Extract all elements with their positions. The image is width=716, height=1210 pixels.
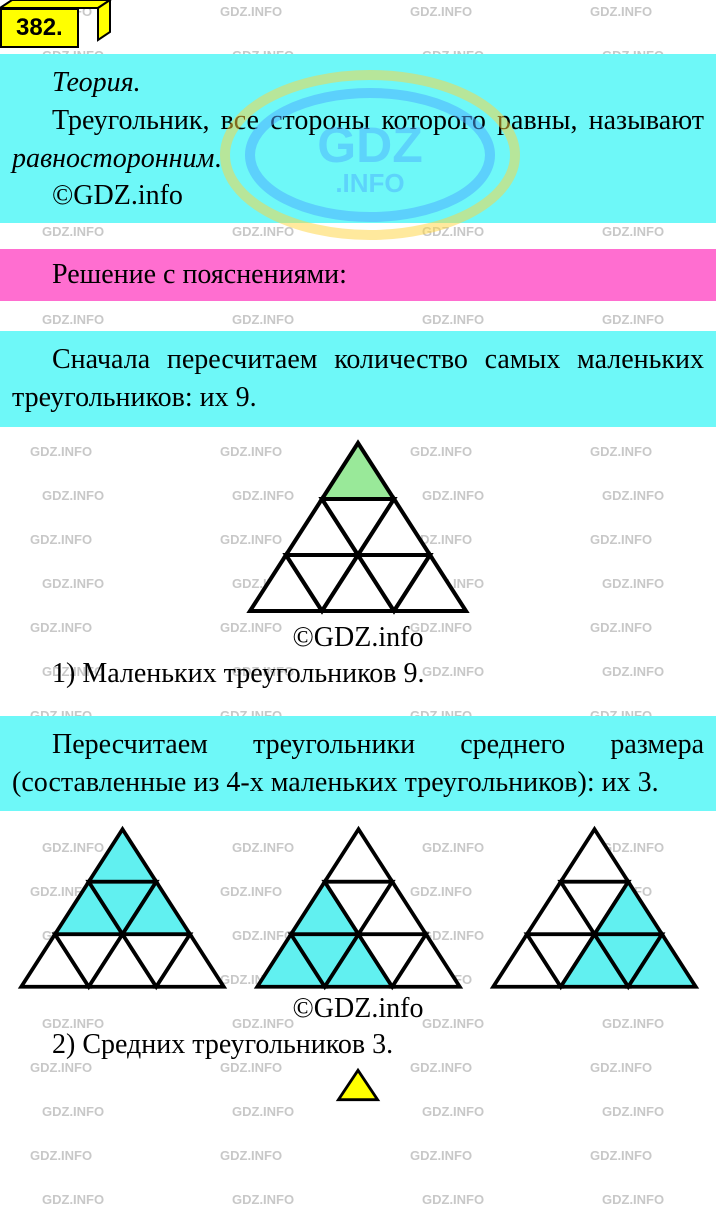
step1-box: Сначала пересчитаем количество самых мал…: [0, 331, 716, 427]
solution-heading-box: Решение с пояснениями:: [0, 249, 716, 301]
figure-1: ©GDZ.info: [0, 439, 716, 654]
logo-watermark: GDZ .INFO: [220, 70, 520, 240]
figure-1-copyright: ©GDZ.info: [0, 622, 716, 654]
triangle-small-yellow: [330, 1067, 386, 1103]
triangle-m2: [246, 825, 471, 991]
step2-box: Пересчитаем треугольники среднего размер…: [0, 716, 716, 812]
problem-number: 382.: [16, 14, 63, 41]
triangle-m1: [10, 825, 235, 991]
step1-text: Сначала пересчитаем количество самых мал…: [12, 344, 704, 413]
triangle-m3: [482, 825, 707, 991]
figure-2-row: [0, 825, 716, 991]
problem-number-badge: 382.: [0, 8, 79, 48]
svg-text:GDZ: GDZ: [317, 117, 423, 173]
list-item-2: 2) Средних треугольников 3.: [0, 1029, 716, 1061]
theory-em: равносторонним: [12, 143, 214, 174]
svg-text:.INFO: .INFO: [335, 168, 404, 198]
figure-3: [0, 1067, 716, 1108]
solution-heading: Решение с пояснениями:: [12, 259, 704, 291]
triangle-main: [238, 439, 478, 615]
figure-2-copyright: ©GDZ.info: [0, 993, 716, 1025]
list-item-1: 1) Маленьких треугольников 9.: [0, 658, 716, 690]
step2-text: Пересчитаем треугольники среднего размер…: [12, 729, 704, 798]
